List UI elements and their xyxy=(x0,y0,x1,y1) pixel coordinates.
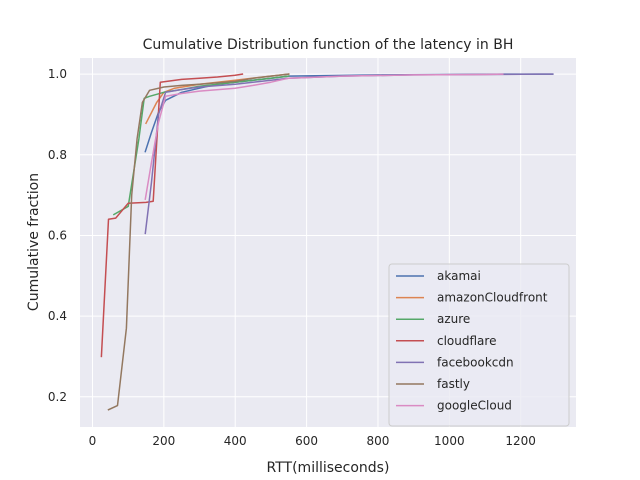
x-tick-label: 0 xyxy=(89,434,97,448)
legend-box xyxy=(388,263,570,427)
y-tick-label: 1.0 xyxy=(48,67,67,81)
series-line-fastly xyxy=(107,73,290,411)
grid-lines xyxy=(80,58,576,427)
chart-title: Cumulative Distribution function of the … xyxy=(143,37,514,53)
series-layer xyxy=(100,73,554,411)
legend-label-amazonCloudfront: amazonCloudfront xyxy=(437,291,548,305)
x-tick-label: 200 xyxy=(152,434,175,448)
x-tick-label: 400 xyxy=(224,434,247,448)
legend-label-azure: azure xyxy=(437,312,470,326)
y-axis-label: Cumulative fraction xyxy=(26,173,42,311)
legend-label-cloudflare: cloudflare xyxy=(437,334,496,348)
series-line-cloudflare xyxy=(100,73,244,358)
legend-label-facebookcdn: facebookcdn xyxy=(437,355,514,369)
y-tick-labels: 0.2 0.4 0.6 0.8 1.0 xyxy=(48,67,67,404)
legend: akamai amazonCloudfront azure cloudflare fac… xyxy=(388,263,570,427)
x-tick-label: 600 xyxy=(295,434,318,448)
y-tick-label: 0.4 xyxy=(48,309,67,323)
legend-label-googleCloud: googleCloud xyxy=(437,399,512,413)
y-tick-label: 0.6 xyxy=(48,228,67,242)
legend-label-akamai: akamai xyxy=(437,269,481,283)
series-line-googleCloud xyxy=(144,73,504,200)
x-axis-label: RTT(milliseconds) xyxy=(267,460,390,476)
legend-label-fastly: fastly xyxy=(437,377,470,391)
y-tick-label: 0.2 xyxy=(48,390,67,404)
x-tick-labels: 0 200 400 600 800 1000 1200 xyxy=(89,434,536,448)
y-tick-label: 0.8 xyxy=(48,148,67,162)
x-tick-label: 1000 xyxy=(434,434,465,448)
x-tick-label: 1200 xyxy=(505,434,536,448)
x-tick-label: 800 xyxy=(367,434,390,448)
